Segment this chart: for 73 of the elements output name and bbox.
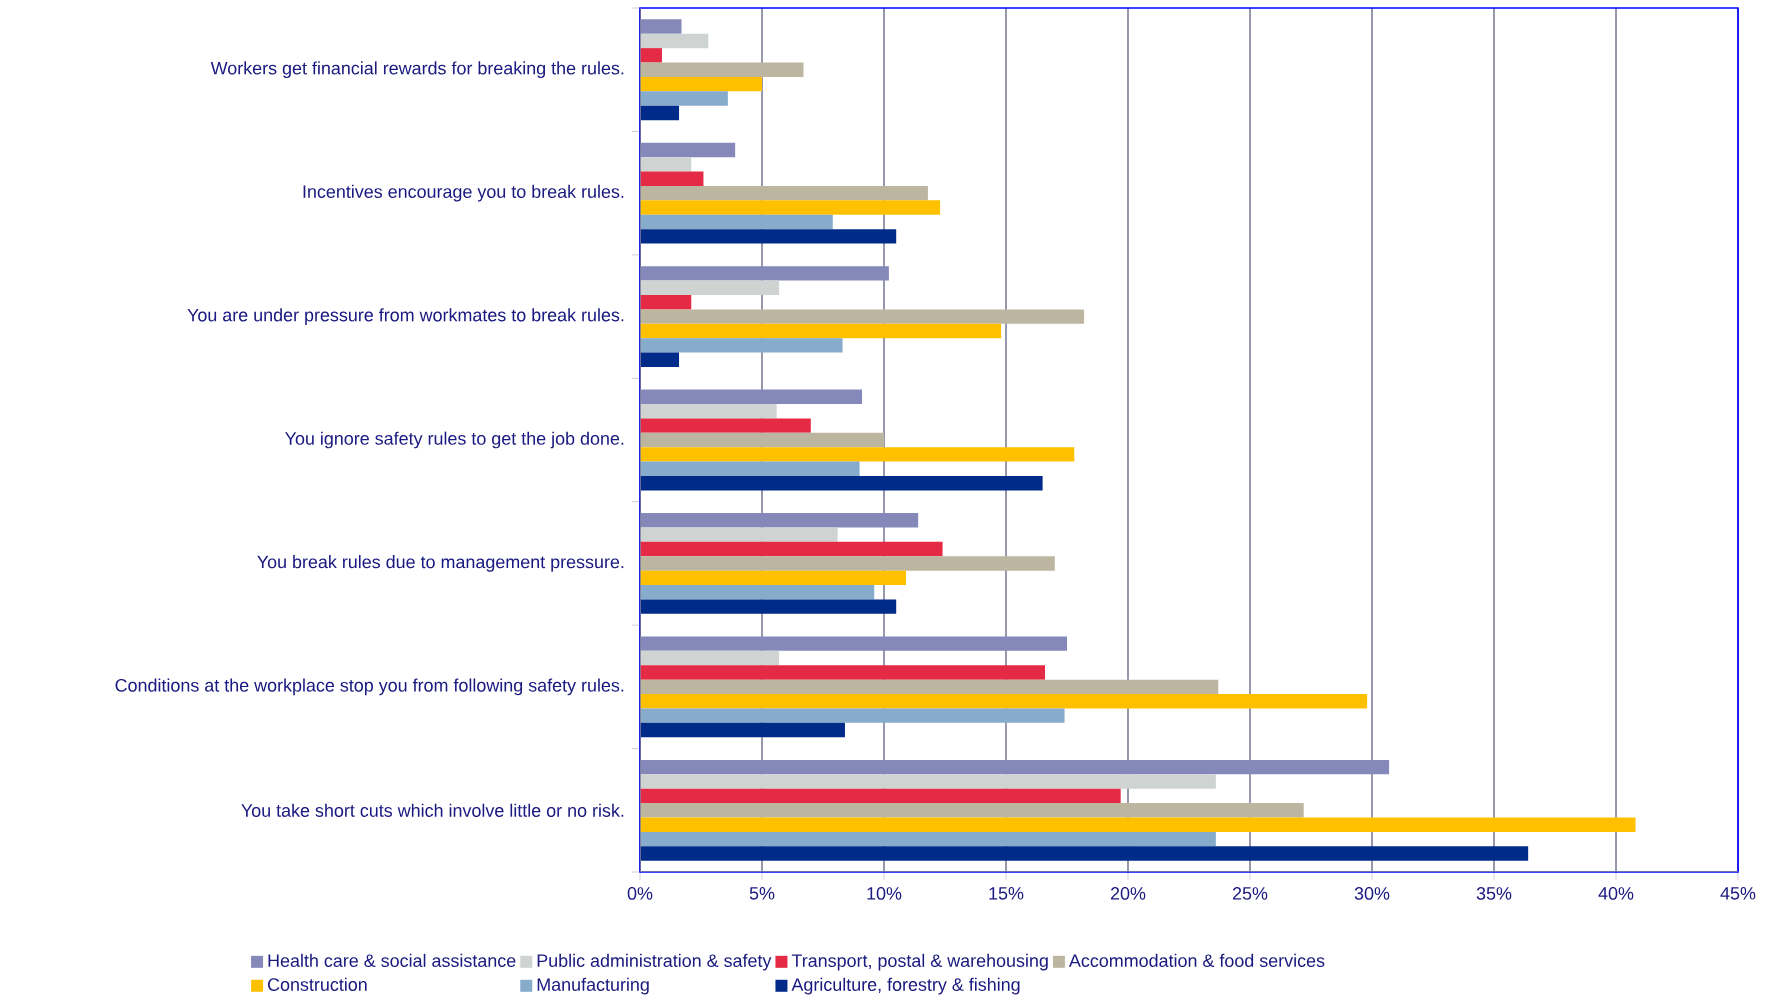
y-tick-label: You are under pressure from workmates to break rules. <box>187 308 624 325</box>
legend-label: Accommodation & food services <box>1068 953 1325 968</box>
x-tick-label: 5% <box>749 887 775 900</box>
bar <box>640 556 1055 571</box>
x-tick-label: 30% <box>1354 887 1390 900</box>
legend-label: Construction <box>267 977 367 991</box>
bar <box>640 185 928 201</box>
bar <box>640 694 1368 709</box>
bar <box>640 33 709 49</box>
y-tick-label: You break rules due to management pressure. <box>257 555 624 572</box>
y-tick-label: Conditions at the workplace stop you from following safety rules. <box>115 678 624 696</box>
x-tick-label: 15% <box>989 887 1024 900</box>
bar <box>640 48 662 63</box>
x-tick-label: 0% <box>627 887 653 900</box>
bar <box>640 309 1085 324</box>
legend-label: Transport, postal & warehousing <box>791 953 1048 971</box>
bar <box>640 214 833 230</box>
bar <box>640 280 780 295</box>
bar <box>640 62 804 77</box>
legend-label: Public administration & safety <box>537 953 772 971</box>
bar <box>640 447 1075 462</box>
bar <box>640 229 897 244</box>
bar <box>640 513 919 528</box>
bar <box>640 759 1390 775</box>
bar <box>640 817 1636 832</box>
bar <box>640 708 1065 723</box>
y-tick-label: You ignore safety rules to get the job done. <box>285 431 624 449</box>
bar <box>640 527 838 542</box>
bar <box>640 599 897 614</box>
bar <box>640 418 811 433</box>
bar <box>640 338 843 353</box>
x-tick-label: 25% <box>1232 887 1268 900</box>
x-tick-label: 35% <box>1476 887 1512 900</box>
bar <box>640 19 682 34</box>
bar <box>640 722 845 738</box>
bar <box>640 294 692 310</box>
bar <box>640 636 1067 651</box>
bar <box>640 266 889 281</box>
bar <box>640 476 1043 491</box>
bar <box>640 142 736 158</box>
bar <box>640 665 1046 680</box>
bar <box>640 461 860 477</box>
y-tick-label: You take short cuts which involve little or no risk. <box>241 803 624 817</box>
bar <box>640 352 680 367</box>
legend-label: Manufacturing <box>537 977 649 995</box>
bar <box>640 788 1121 804</box>
x-tick-label: 20% <box>1110 887 1146 900</box>
bar <box>640 157 692 172</box>
bar <box>640 803 1304 818</box>
bar <box>640 323 1002 339</box>
bar <box>640 831 1216 847</box>
bar <box>640 105 680 121</box>
y-tick-label: Incentives encourage you to break rules. <box>303 184 624 202</box>
bar <box>640 171 704 186</box>
bar <box>640 774 1216 789</box>
legend-label: Health care & social assistance <box>268 953 516 968</box>
bar <box>640 76 762 92</box>
bar <box>640 570 906 586</box>
bar <box>640 679 1219 695</box>
bar <box>640 846 1529 861</box>
y-tick-label: Workers get financial rewards for breaking the rules. <box>210 61 624 79</box>
x-tick-label: 45% <box>1720 887 1756 900</box>
bar <box>640 585 875 600</box>
bar <box>640 200 941 215</box>
legend-label: Agriculture, forestry & fishing <box>791 977 1020 995</box>
bar <box>640 432 884 448</box>
bar <box>640 541 943 557</box>
x-tick-label: 40% <box>1598 887 1634 900</box>
bar <box>640 650 780 666</box>
bar <box>640 389 863 405</box>
bar <box>640 91 728 106</box>
bar <box>640 404 777 419</box>
x-tick-label: 10% <box>867 887 902 900</box>
